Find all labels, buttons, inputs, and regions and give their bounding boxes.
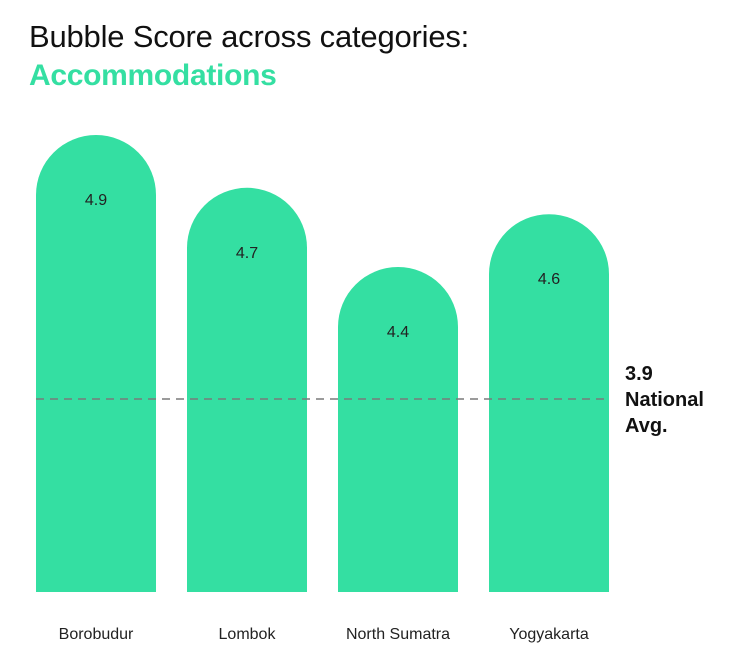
data-label: 4.9 xyxy=(85,192,107,209)
bar-borobudur xyxy=(36,135,156,592)
reference-line-group: 3.9 National Avg. xyxy=(36,363,704,437)
national-average-value: 3.9 xyxy=(625,363,653,385)
category-label: North Sumatra xyxy=(346,626,450,643)
bar-north-sumatra xyxy=(338,267,458,592)
bar-lombok xyxy=(187,187,307,593)
category-label: Borobudur xyxy=(59,626,134,643)
category-label: Lombok xyxy=(219,626,277,643)
category-labels-group: Borobudur Lombok North Sumatra Yogyakarta xyxy=(59,626,589,643)
chart-subtitle: Accommodations xyxy=(29,59,277,92)
bars-group xyxy=(36,135,609,593)
data-label: 4.6 xyxy=(538,271,560,288)
data-label: 4.4 xyxy=(387,324,409,341)
national-average-label: Avg. xyxy=(625,415,668,437)
chart-title: Bubble Score across categories: xyxy=(29,19,470,54)
national-average-label: National xyxy=(625,389,704,411)
category-label: Yogyakarta xyxy=(509,626,589,643)
bar-yogyakarta xyxy=(489,214,609,592)
data-labels-group: 4.9 4.7 4.4 4.6 xyxy=(85,192,560,341)
data-label: 4.7 xyxy=(236,245,258,262)
